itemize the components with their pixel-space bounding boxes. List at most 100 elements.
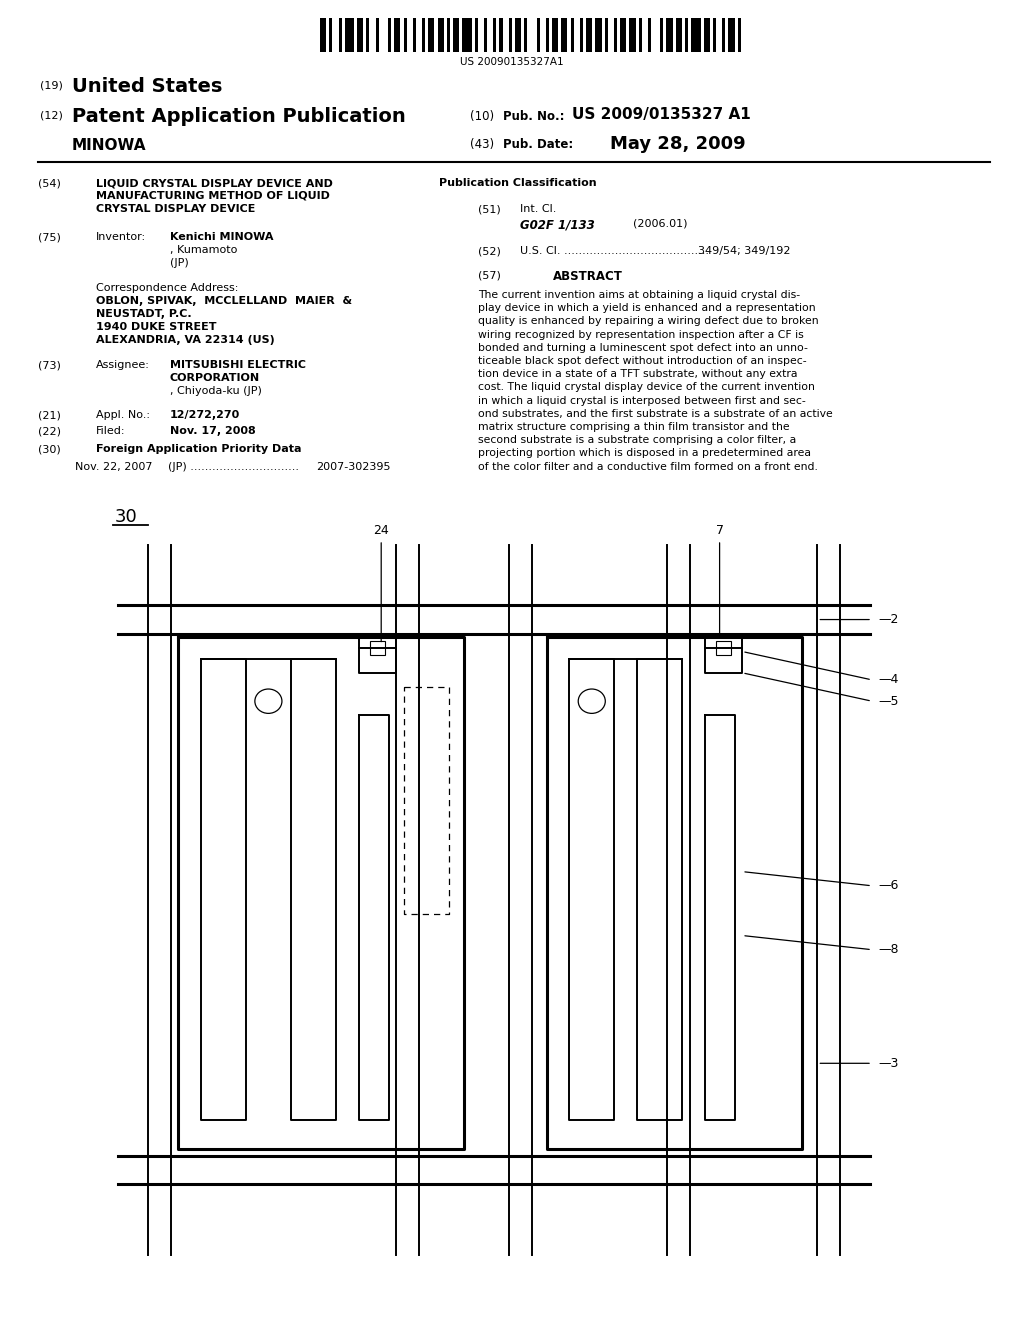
Bar — [422, 18, 425, 51]
Text: —3: —3 — [878, 1057, 898, 1069]
Bar — [319, 18, 327, 51]
Bar — [446, 18, 450, 51]
Bar — [570, 18, 573, 51]
Bar — [357, 18, 364, 51]
Bar — [345, 18, 354, 51]
Text: (51): (51) — [478, 205, 501, 214]
Text: Filed:: Filed: — [96, 426, 126, 436]
Text: (21): (21) — [38, 411, 60, 420]
Text: ALEXANDRIA, VA 22314 (US): ALEXANDRIA, VA 22314 (US) — [96, 335, 274, 345]
Text: —8: —8 — [878, 944, 898, 956]
Bar — [403, 18, 407, 51]
Text: (JP): (JP) — [170, 257, 188, 268]
Bar — [462, 18, 472, 51]
Text: (43): (43) — [470, 139, 495, 150]
Bar — [648, 18, 651, 51]
Bar — [586, 18, 592, 51]
Text: ond substrates, and the first substrate is a substrate of an active: ond substrates, and the first substrate … — [478, 409, 833, 418]
Text: OBLON, SPIVAK,  MCCLELLAND  MAIER  &: OBLON, SPIVAK, MCCLELLAND MAIER & — [96, 296, 352, 306]
Bar — [546, 18, 549, 51]
Bar — [630, 18, 636, 51]
Text: Appl. No.:: Appl. No.: — [96, 411, 150, 420]
Bar — [509, 18, 512, 51]
Bar — [537, 18, 540, 51]
Bar — [376, 18, 379, 51]
Text: MITSUBISHI ELECTRIC: MITSUBISHI ELECTRIC — [170, 360, 306, 370]
Text: (73): (73) — [38, 360, 60, 370]
Bar — [367, 18, 370, 51]
Text: (54): (54) — [38, 178, 60, 187]
Text: (10): (10) — [470, 110, 495, 123]
Bar — [484, 18, 487, 51]
Text: 12/272,270: 12/272,270 — [170, 411, 241, 420]
Text: (JP) ..............................: (JP) .............................. — [168, 462, 299, 473]
Text: tion device in a state of a TFT substrate, without any extra: tion device in a state of a TFT substrat… — [478, 370, 798, 379]
Bar — [339, 18, 342, 51]
Text: LIQUID CRYSTAL DISPLAY DEVICE AND: LIQUID CRYSTAL DISPLAY DEVICE AND — [96, 178, 333, 187]
Text: 7: 7 — [716, 524, 724, 537]
Text: Pub. No.:: Pub. No.: — [503, 110, 564, 123]
Text: Patent Application Publication: Patent Application Publication — [72, 107, 406, 125]
Text: —4: —4 — [878, 673, 898, 686]
Bar — [515, 18, 521, 51]
Text: matrix structure comprising a thin film transistor and the: matrix structure comprising a thin film … — [478, 422, 790, 432]
Text: in which a liquid crystal is interposed between first and sec-: in which a liquid crystal is interposed … — [478, 396, 806, 405]
Bar — [494, 18, 497, 51]
Text: Kenichi MINOWA: Kenichi MINOWA — [170, 232, 273, 242]
Text: , Kumamoto: , Kumamoto — [170, 246, 238, 255]
Text: of the color filter and a conductive film formed on a front end.: of the color filter and a conductive fil… — [478, 462, 818, 471]
Text: (57): (57) — [478, 271, 501, 280]
Text: (12): (12) — [40, 110, 62, 120]
Text: —2: —2 — [878, 612, 898, 626]
Text: ticeable black spot defect without introduction of an inspec-: ticeable black spot defect without intro… — [478, 356, 807, 366]
Bar — [413, 18, 416, 51]
Bar — [561, 18, 567, 51]
Bar — [330, 18, 333, 51]
Bar — [713, 18, 716, 51]
Text: CRYSTAL DISPLAY DEVICE: CRYSTAL DISPLAY DEVICE — [96, 205, 255, 214]
Bar — [370, 640, 385, 655]
Bar — [639, 18, 642, 51]
Text: (2006.01): (2006.01) — [633, 218, 687, 228]
Bar — [428, 18, 434, 51]
Text: CORPORATION: CORPORATION — [170, 374, 260, 383]
Bar — [613, 18, 617, 51]
Bar — [691, 18, 700, 51]
Text: The current invention aims at obtaining a liquid crystal dis-: The current invention aims at obtaining … — [478, 290, 800, 300]
Text: MANUFACTURING METHOD OF LIQUID: MANUFACTURING METHOD OF LIQUID — [96, 191, 330, 201]
Text: second substrate is a substrate comprising a color filter, a: second substrate is a substrate comprisi… — [478, 436, 797, 445]
Text: 2007-302395: 2007-302395 — [316, 462, 390, 473]
Text: bonded and turning a luminescent spot defect into an unno-: bonded and turning a luminescent spot de… — [478, 343, 808, 352]
Bar — [722, 18, 725, 51]
Bar — [580, 18, 583, 51]
Bar — [595, 18, 601, 51]
Text: United States: United States — [72, 77, 222, 96]
Text: MINOWA: MINOWA — [72, 139, 146, 153]
Bar — [437, 18, 443, 51]
Text: 30: 30 — [115, 508, 138, 525]
Text: Nov. 22, 2007: Nov. 22, 2007 — [75, 462, 153, 473]
Text: cost. The liquid crystal display device of the current invention: cost. The liquid crystal display device … — [478, 383, 815, 392]
Text: US 2009/0135327 A1: US 2009/0135327 A1 — [572, 107, 751, 121]
Bar — [667, 18, 673, 51]
Text: May 28, 2009: May 28, 2009 — [610, 135, 745, 153]
Text: quality is enhanced by repairing a wiring defect due to broken: quality is enhanced by repairing a wirin… — [478, 317, 818, 326]
Bar — [621, 18, 627, 51]
Text: (19): (19) — [40, 81, 62, 90]
Text: Correspondence Address:: Correspondence Address: — [96, 282, 239, 293]
Text: 24: 24 — [374, 524, 389, 537]
Bar — [737, 18, 740, 51]
Text: (22): (22) — [38, 426, 61, 436]
Text: ABSTRACT: ABSTRACT — [553, 271, 623, 282]
Text: NEUSTADT, P.C.: NEUSTADT, P.C. — [96, 309, 191, 319]
Text: , Chiyoda-ku (JP): , Chiyoda-ku (JP) — [170, 385, 262, 396]
Bar — [685, 18, 688, 51]
Text: wiring recognized by representation inspection after a CF is: wiring recognized by representation insp… — [478, 330, 804, 339]
Text: Publication Classification: Publication Classification — [439, 178, 597, 187]
Bar — [728, 18, 734, 51]
Text: Foreign Application Priority Data: Foreign Application Priority Data — [96, 444, 301, 454]
Bar — [604, 18, 607, 51]
Text: Assignee:: Assignee: — [96, 360, 150, 370]
Bar — [660, 18, 664, 51]
Bar — [716, 640, 731, 655]
